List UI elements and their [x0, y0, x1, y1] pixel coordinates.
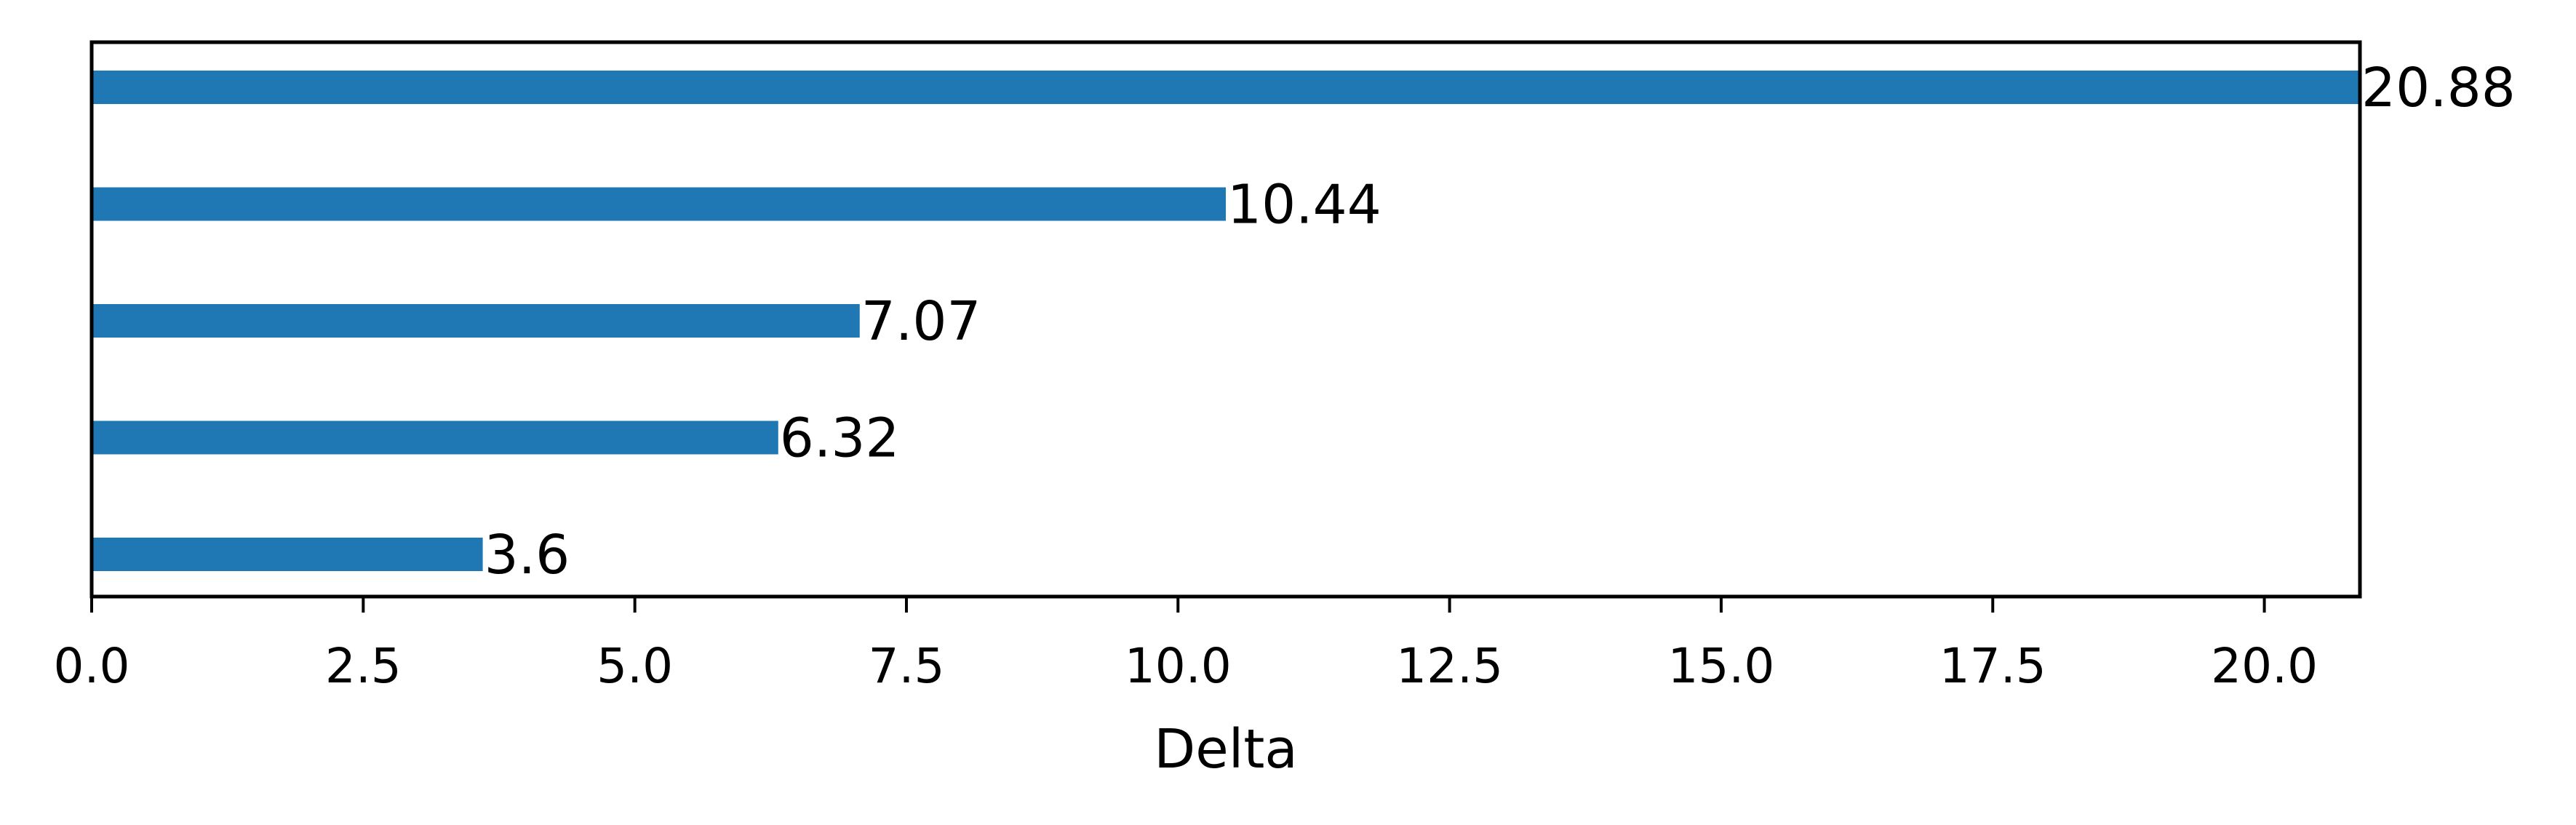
x-tick-label-3: 7.5: [868, 638, 944, 694]
x-tick-label-4: 10.0: [1125, 638, 1232, 694]
x-tick-label-2: 5.0: [597, 638, 673, 694]
data-labels-group: 20.88 10.44 7.07 6.32 3.6: [485, 57, 2516, 586]
bar-4: [92, 421, 778, 455]
bar-value-label-2: 10.44: [1227, 174, 1381, 236]
bar-value-label-3: 7.07: [861, 290, 981, 353]
x-tick-label-5: 12.5: [1396, 638, 1503, 694]
bar-value-label-4: 6.32: [780, 407, 900, 470]
bar-value-label-5: 3.6: [485, 524, 570, 586]
x-tick-label-6: 15.0: [1667, 638, 1774, 694]
bars-group: [92, 71, 2360, 571]
x-axis-label: Delta: [1154, 718, 1297, 781]
bar-value-label-1: 20.88: [2361, 57, 2516, 119]
x-tick-label-7: 17.5: [1939, 638, 2046, 694]
x-tick-label-1: 2.5: [325, 638, 402, 694]
plot-frame: [89, 40, 2362, 599]
x-axis-ticks: 0.0 2.5 5.0 7.5 10.0 12.5 15.0 17.5 20.0: [54, 597, 2318, 694]
x-tick-label-8: 20.0: [2211, 638, 2318, 694]
bar-2: [92, 187, 1226, 221]
bar-5: [92, 538, 483, 571]
x-tick-label-0: 0.0: [54, 638, 130, 694]
bar-3: [92, 304, 860, 338]
bar-1: [92, 71, 2360, 104]
